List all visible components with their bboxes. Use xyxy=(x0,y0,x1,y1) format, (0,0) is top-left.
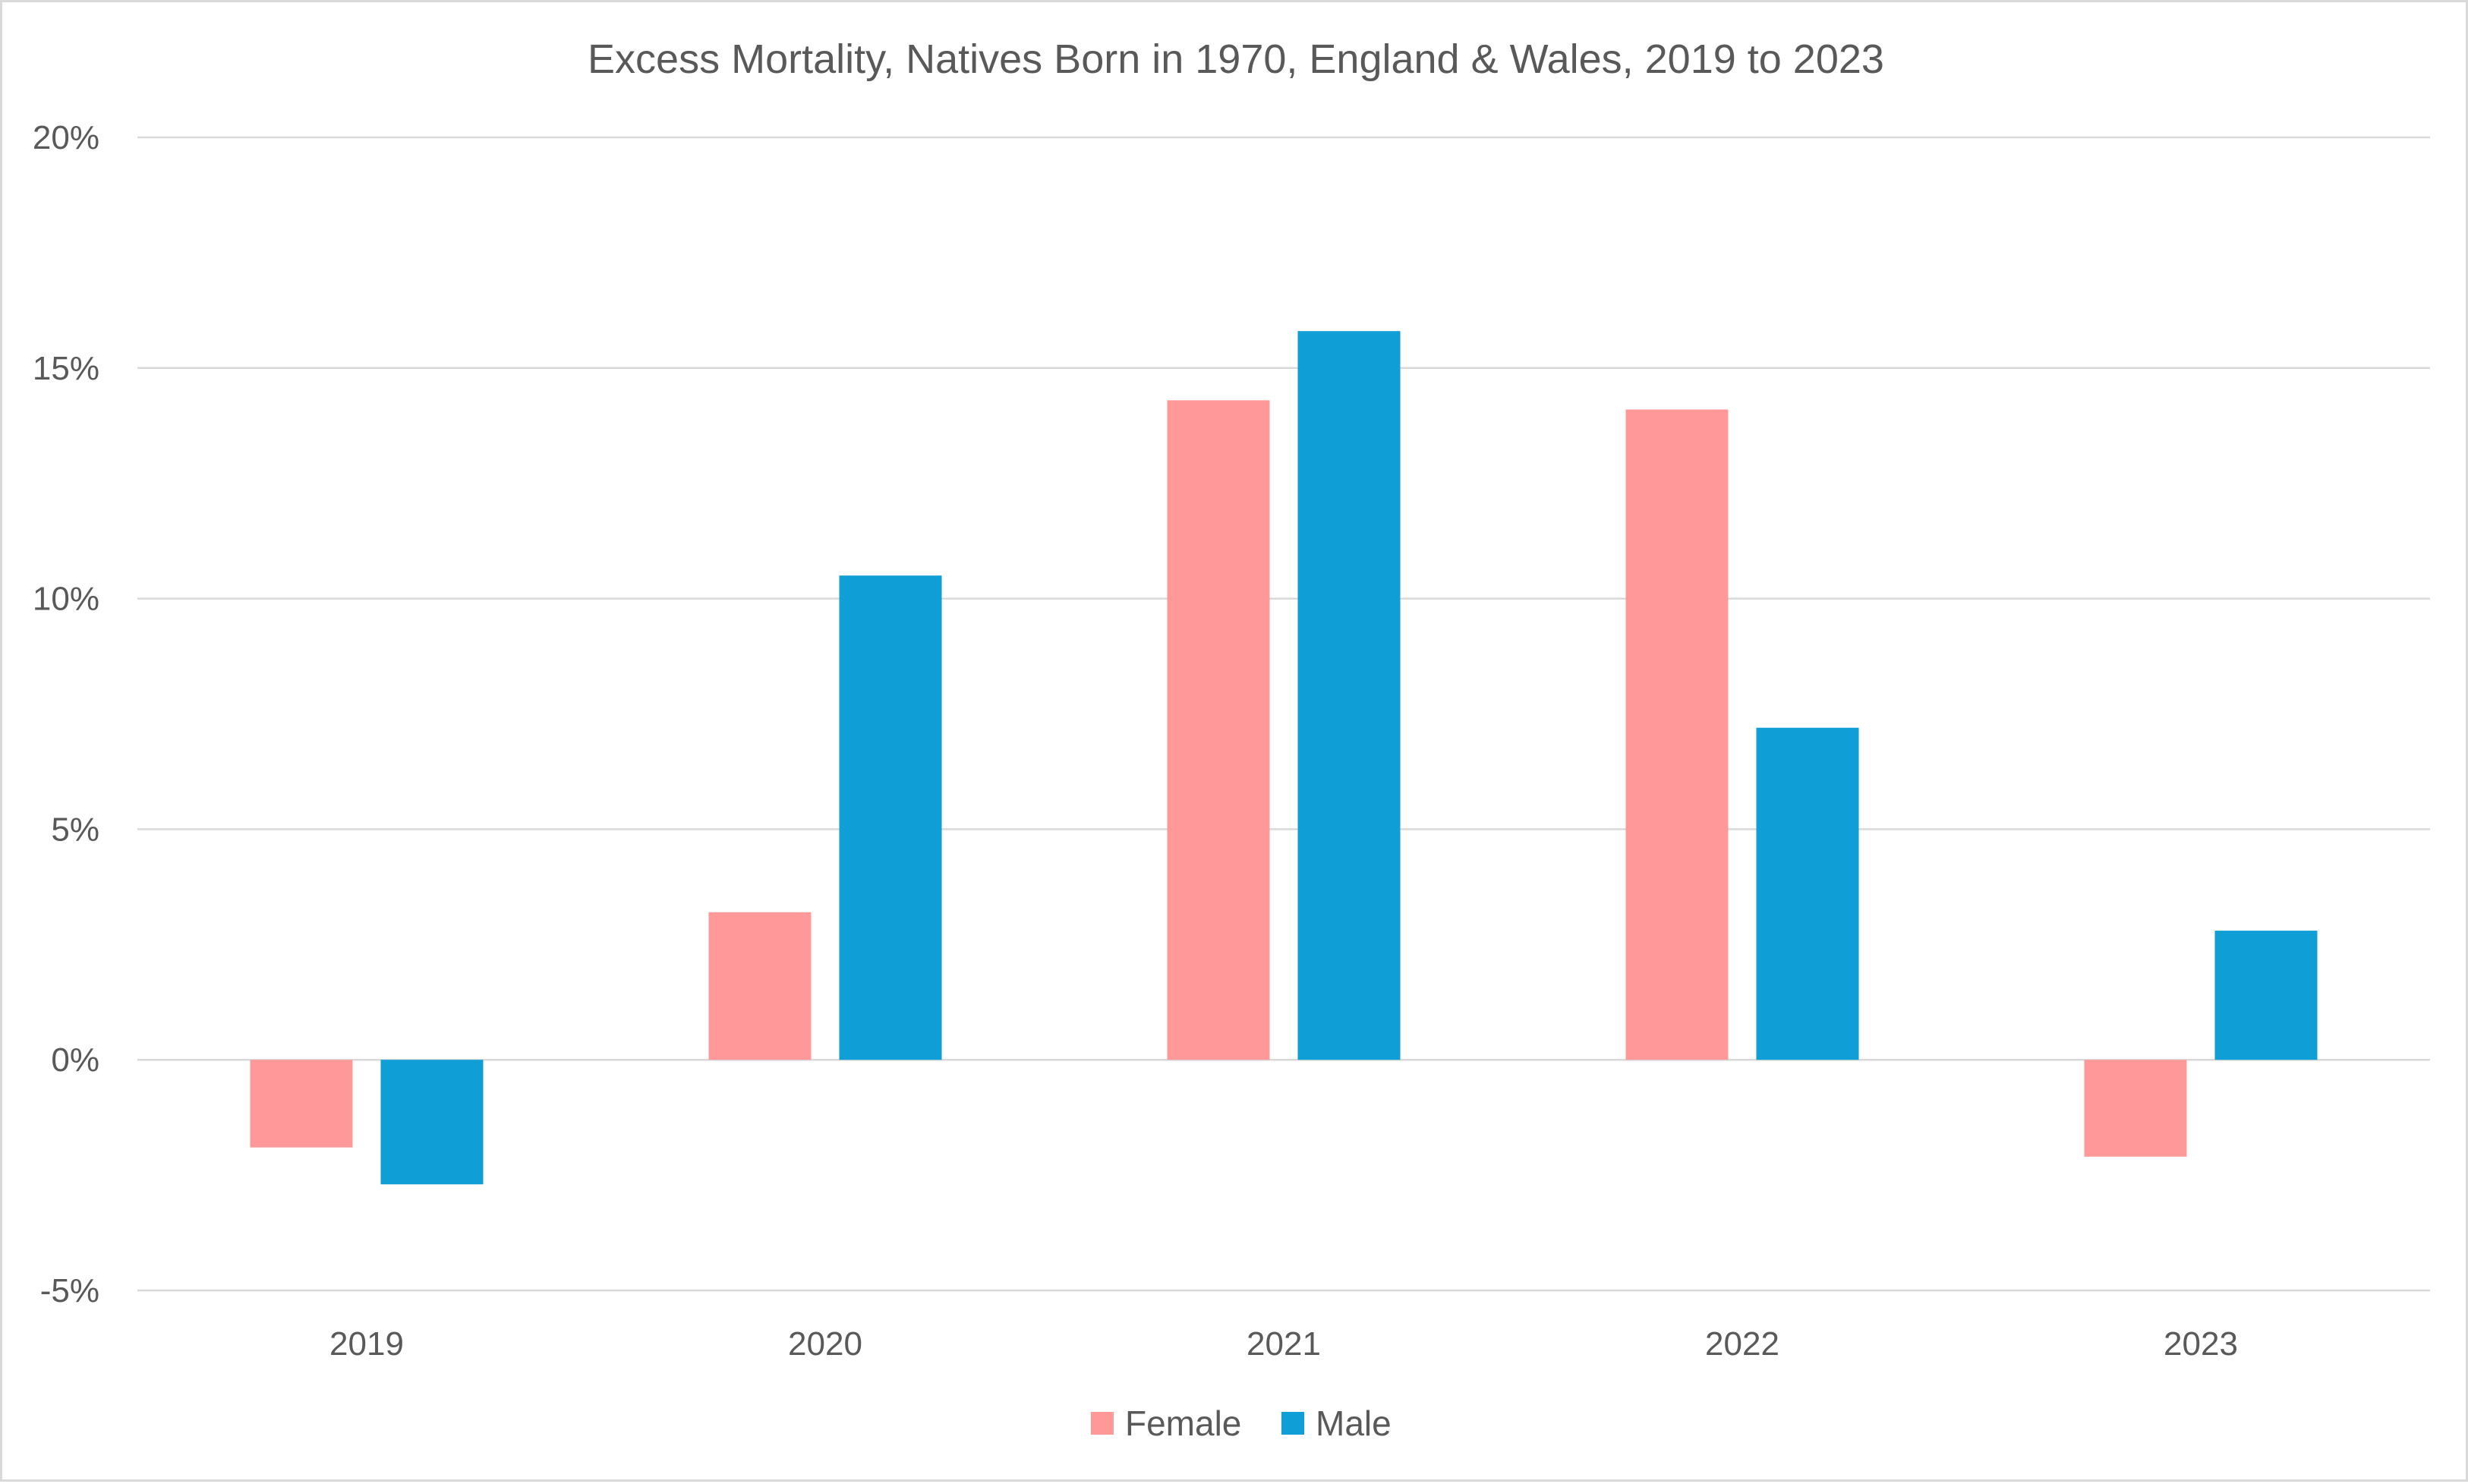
x-tick-label: 2023 xyxy=(2164,1325,2238,1363)
legend-swatch-female xyxy=(1091,1412,1114,1435)
bar-female-2021 xyxy=(1167,400,1270,1060)
bar-female-2023 xyxy=(2084,1060,2187,1157)
legend: Female Male xyxy=(1091,1404,1392,1443)
bar-male-2019 xyxy=(380,1060,484,1185)
y-tick-label: 5% xyxy=(51,811,99,848)
bars xyxy=(250,331,2318,1185)
chart-title: Excess Mortality, Natives Born in 1970, … xyxy=(588,36,1884,82)
legend-label-male: Male xyxy=(1316,1404,1392,1443)
y-tick-label: 10% xyxy=(33,581,99,618)
gridlines xyxy=(137,136,2430,1292)
legend-label-female: Female xyxy=(1125,1404,1241,1443)
x-tick-label: 2020 xyxy=(788,1325,862,1363)
y-tick-label: 15% xyxy=(33,350,99,387)
bar-female-2019 xyxy=(250,1060,353,1148)
bar-female-2020 xyxy=(708,912,812,1060)
y-tick-label: -5% xyxy=(40,1272,99,1309)
bar-male-2021 xyxy=(1297,331,1401,1060)
bar-female-2022 xyxy=(1625,409,1729,1060)
y-tick-label: 0% xyxy=(51,1041,99,1079)
x-tick-label: 2019 xyxy=(329,1325,404,1363)
x-tick-label: 2021 xyxy=(1247,1325,1321,1363)
bar-male-2020 xyxy=(839,575,942,1060)
y-axis-tick-labels: -5% 0% 5% 10% 15% 20% xyxy=(33,119,99,1309)
x-axis-tick-labels: 2019 2020 2021 2022 2023 xyxy=(329,1325,2238,1363)
bar-male-2022 xyxy=(1756,727,1859,1060)
y-tick-label: 20% xyxy=(33,119,99,156)
bar-male-2023 xyxy=(2214,931,2318,1060)
x-tick-label: 2022 xyxy=(1705,1325,1779,1363)
legend-swatch-male xyxy=(1281,1412,1304,1435)
